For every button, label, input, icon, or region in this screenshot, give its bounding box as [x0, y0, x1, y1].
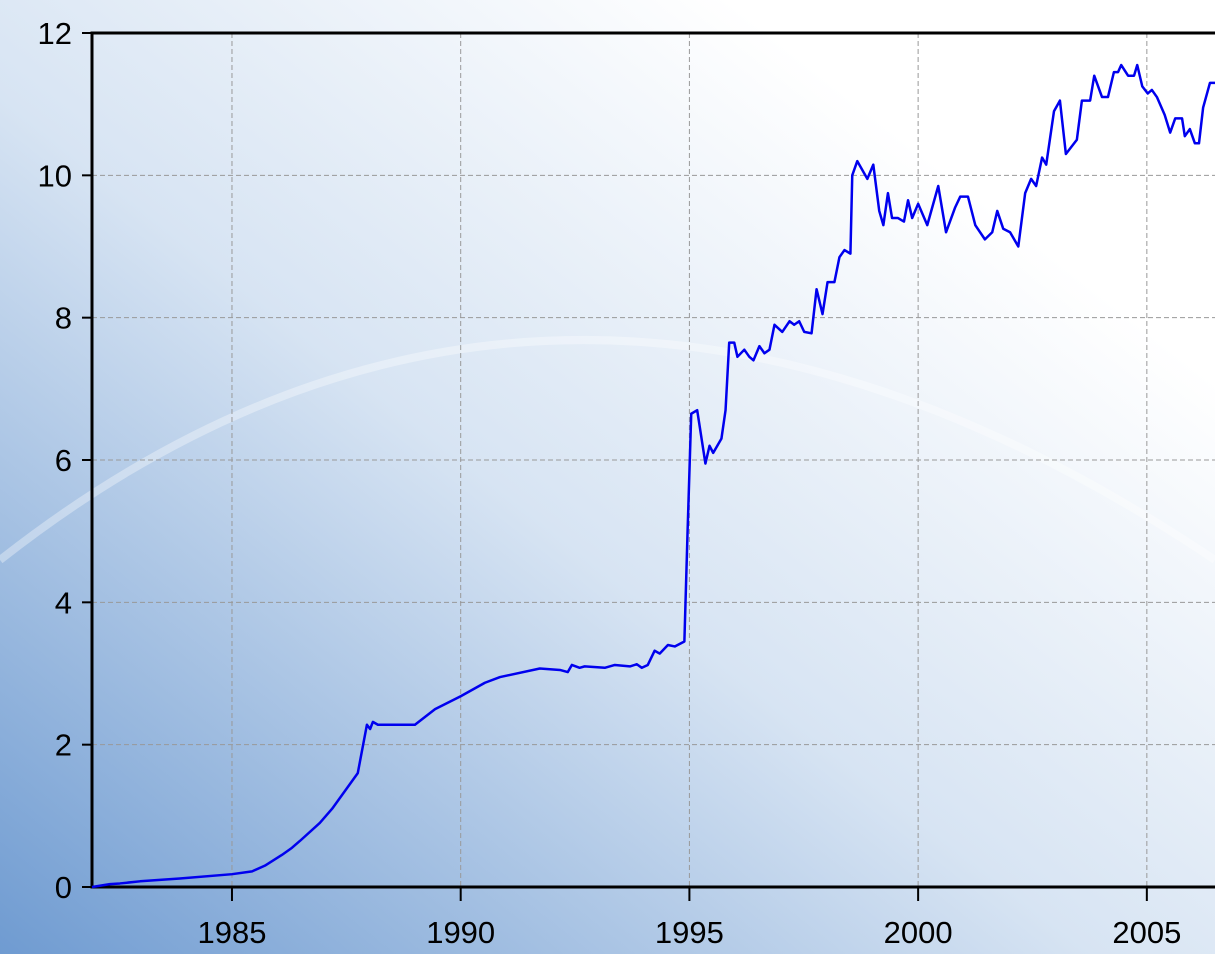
decor-arc: [0, 336, 1215, 564]
x-tick-label: 1995: [655, 915, 724, 950]
axis-frame: [90, 31, 1215, 889]
x-tick-label: 2000: [884, 915, 953, 950]
data-line: [91, 63, 1215, 889]
plot: 0 2 4 6 8 10 12 1985 1990 1995 2000 2005: [38, 16, 1215, 950]
y-tick-label: 8: [55, 301, 72, 336]
y-tick-label: 2: [55, 728, 72, 763]
x-tick-label: 1985: [197, 915, 266, 950]
y-tick-label: 6: [55, 443, 72, 478]
x-tick-label: 1990: [426, 915, 495, 950]
y-tick-label: 4: [55, 585, 72, 620]
y-tick-label: 0: [55, 870, 72, 905]
y-tick-label: 12: [38, 16, 72, 51]
x-tick-label: 2005: [1112, 915, 1181, 950]
y-tick-label: 10: [38, 158, 72, 193]
